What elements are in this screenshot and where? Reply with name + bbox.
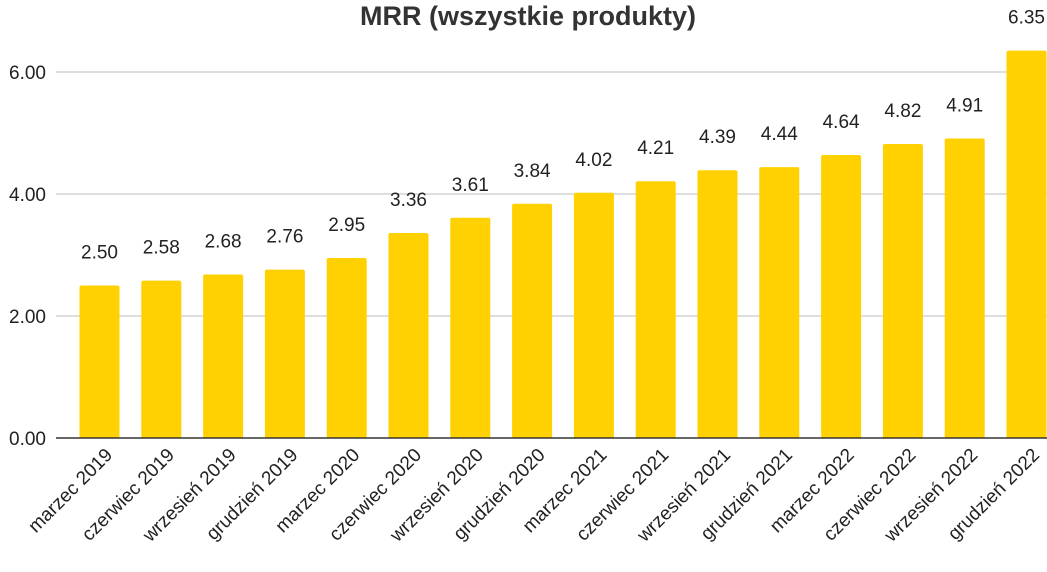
- chart-title: MRR (wszystkie produkty): [360, 1, 696, 31]
- data-label: 2.50: [81, 243, 118, 264]
- y-axis-ticks: 0.00 2.00 4.00 6.00: [9, 63, 46, 450]
- bar: [944, 138, 985, 439]
- data-label: 6.35: [1008, 8, 1045, 29]
- data-label: 4.82: [884, 101, 921, 122]
- y-tick-label: 4.00: [9, 185, 46, 206]
- data-label: 3.84: [514, 161, 551, 182]
- data-label: 4.64: [823, 112, 860, 133]
- bar: [388, 233, 429, 438]
- bar: [141, 280, 182, 438]
- data-label: 4.44: [761, 124, 798, 145]
- bar: [882, 143, 923, 439]
- bar: [635, 181, 676, 438]
- data-label: 2.95: [328, 215, 365, 236]
- data-label: 2.76: [266, 227, 303, 248]
- bar: [821, 154, 862, 438]
- y-tick-label: 2.00: [9, 307, 46, 328]
- bar: [1006, 50, 1047, 439]
- data-label: 4.21: [637, 138, 674, 159]
- bars: [79, 50, 1047, 439]
- data-label: 2.68: [205, 232, 242, 253]
- bar: [697, 170, 738, 438]
- data-label: 3.61: [452, 175, 489, 196]
- bar: [450, 217, 491, 438]
- data-label: 4.39: [699, 127, 736, 148]
- bar: [759, 167, 800, 438]
- bar: [512, 203, 553, 438]
- data-label: 2.58: [143, 238, 180, 259]
- data-label: 3.36: [390, 190, 427, 211]
- bar: [573, 192, 614, 438]
- bar: [79, 285, 120, 438]
- bar: [203, 274, 244, 438]
- bar: [326, 258, 367, 438]
- data-label: 4.91: [946, 95, 983, 116]
- y-tick-label: 0.00: [9, 429, 46, 450]
- data-label: 4.02: [575, 150, 612, 171]
- bar: [264, 269, 305, 438]
- y-tick-label: 6.00: [9, 63, 46, 84]
- data-labels: 2.50 2.58 2.68 2.76 2.95 3.36 3.61 3.84 4.02 4.21…: [81, 8, 1045, 264]
